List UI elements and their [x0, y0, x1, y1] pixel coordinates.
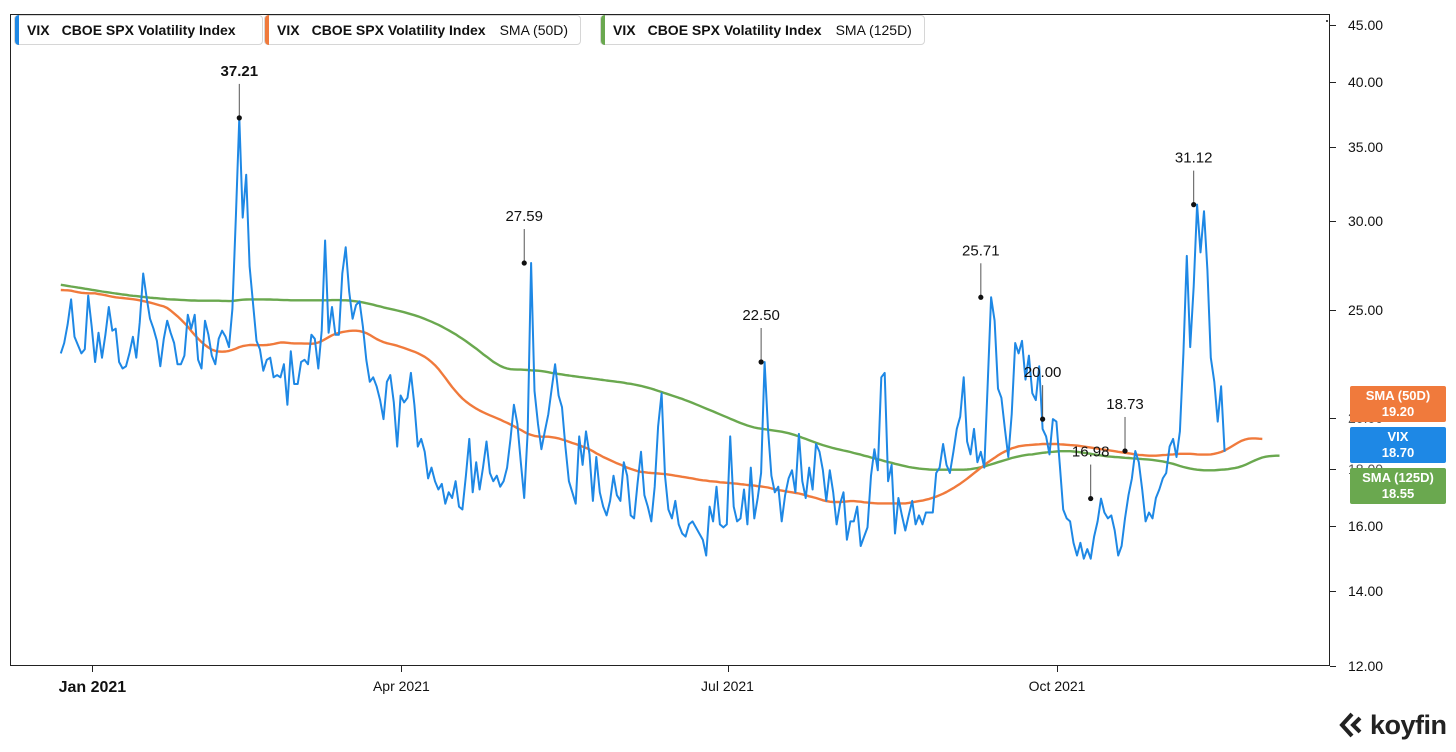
vix-badge-value: 18.70: [1381, 445, 1415, 460]
legend-name: CBOE SPX Volatility Index: [311, 22, 486, 38]
sma125-price-badge: SMA (125D) 18.55: [1350, 468, 1446, 504]
annotation-dot: [236, 115, 242, 121]
sma125-badge-label: SMA (125D): [1362, 470, 1434, 485]
sma50-badge-label: SMA (50D): [1365, 388, 1431, 403]
x-tick-label: Jul 2021: [701, 678, 754, 694]
y-tick-label: 30.00: [1348, 213, 1384, 230]
legend-swatch-sma50: [265, 15, 269, 45]
sma125-badge-value: 18.55: [1381, 486, 1415, 501]
x-tick: [401, 666, 403, 672]
y-tick-label: 45.00: [1348, 16, 1384, 33]
koyfin-logo: koyfin: [1338, 710, 1447, 740]
y-tick: [1330, 146, 1336, 148]
y-tick: [1330, 666, 1336, 667]
y-tick-label: 16.00: [1348, 518, 1384, 535]
y-tick-label: 35.00: [1348, 138, 1384, 155]
x-tick-label: Jan 2021: [58, 679, 127, 696]
koyfin-wordmark: koyfin: [1370, 709, 1447, 740]
annotation-label: 20.00: [1024, 364, 1062, 381]
y-tick-label: 25.00: [1348, 301, 1384, 318]
annotation-label: 22.50: [742, 307, 780, 324]
series-line-sma-50d-[interactable]: [60, 288, 1263, 505]
y-tick: [1330, 591, 1336, 593]
x-tick: [727, 666, 729, 672]
legend-item-sma125[interactable]: VIX CBOE SPX Volatility Index SMA (125D): [600, 15, 925, 45]
y-tick-label: 40.00: [1348, 73, 1384, 90]
annotation-dot: [521, 260, 527, 266]
vix-badge-label: VIX: [1387, 429, 1409, 444]
y-tick: [1330, 418, 1336, 420]
legend-indicator: SMA (50D): [499, 22, 569, 38]
annotation-dot: [1040, 416, 1046, 422]
y-tick: [1330, 526, 1336, 528]
x-tick-label: Apr 2021: [372, 678, 430, 694]
y-tick: [1330, 24, 1336, 26]
legend-name: CBOE SPX Volatility Index: [61, 22, 236, 38]
koyfin-logo-icon: [1339, 712, 1362, 738]
y-tick-label: 14.00: [1348, 583, 1384, 600]
y-tick-label: 12.00: [1348, 658, 1384, 674]
y-tick: [1330, 221, 1336, 223]
annotation-dot: [978, 294, 984, 300]
corner-dot: [1326, 20, 1328, 22]
x-tick: [1057, 666, 1059, 672]
legend-swatch-sma125: [601, 15, 605, 45]
x-tick-label: Oct 2021: [1028, 678, 1086, 694]
plot-area[interactable]: 37.21 27.59 22.50 25.71 20.00 16.98 18.73 31.12: [11, 15, 1331, 667]
annotation-dot: [1122, 448, 1128, 454]
legend-symbol: VIX: [277, 22, 300, 38]
annotation-label: 31.12: [1175, 150, 1213, 167]
annotation-label: 16.98: [1072, 444, 1110, 461]
y-tick: [1330, 309, 1336, 311]
y-tick: [1330, 81, 1336, 83]
annotation-dot: [1191, 202, 1197, 208]
chart-frame: 37.21 27.59 22.50 25.71 20.00 16.98 18.73 31.12: [10, 14, 1330, 666]
annotation-dot: [758, 359, 764, 365]
legend-swatch-vix: [15, 15, 19, 45]
series-line-vix[interactable]: [59, 116, 1226, 560]
y-tick: [1330, 469, 1336, 471]
legend-indicator: SMA (125D): [835, 22, 912, 38]
annotation-label: 37.21: [221, 63, 259, 80]
series-line-sma-125d-[interactable]: [60, 283, 1280, 472]
legend-item-sma50[interactable]: VIX CBOE SPX Volatility Index SMA (50D): [264, 15, 582, 45]
annotation-label: 25.71: [962, 242, 1000, 259]
sma50-price-badge: SMA (50D) 19.20: [1350, 386, 1446, 422]
annotation-label: 27.59: [505, 208, 543, 225]
sma50-badge-value: 19.20: [1381, 404, 1415, 419]
annotation-label: 18.73: [1106, 396, 1144, 413]
legend-name: CBOE SPX Volatility Index: [647, 22, 822, 38]
x-tick: [92, 666, 94, 672]
vix-price-badge: VIX 18.70: [1350, 427, 1446, 463]
legend-symbol: VIX: [613, 22, 636, 38]
annotation-dot: [1088, 495, 1094, 502]
legend-item-vix[interactable]: VIX CBOE SPX Volatility Index: [14, 15, 263, 45]
legend-symbol: VIX: [27, 22, 50, 38]
